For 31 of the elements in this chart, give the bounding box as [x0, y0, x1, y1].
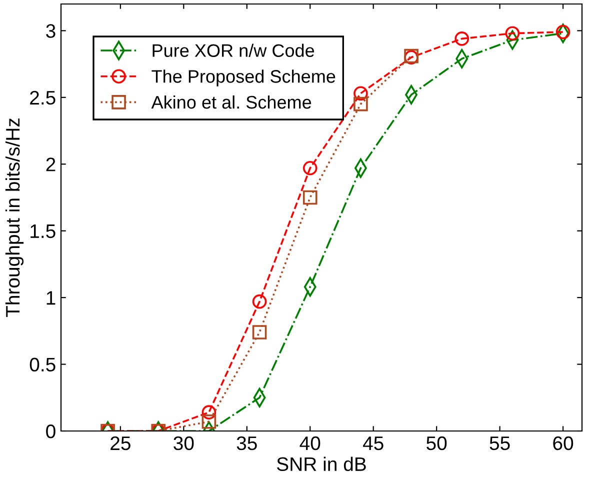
y-tick-label: 0 — [46, 424, 56, 438]
legend-label: Akino et al. Scheme — [151, 95, 312, 109]
point — [202, 414, 216, 429]
x-tick-label: 25 — [110, 436, 130, 450]
point — [354, 86, 368, 101]
point — [202, 405, 216, 420]
x-tick-label: 45 — [362, 436, 384, 450]
point — [454, 32, 470, 46]
x-tick-label: 35 — [236, 436, 257, 450]
legend-label: Pure XOR n/w Code — [152, 44, 314, 57]
y-tick-label: 3 — [46, 24, 56, 38]
y-tick-label: 2 — [46, 158, 56, 172]
x-tick-label: 60 — [553, 436, 574, 450]
x-tick-label: 50 — [426, 436, 447, 450]
point — [505, 26, 520, 41]
x-tick-label: 40 — [300, 436, 320, 450]
y-tick-label: 2.5 — [30, 90, 56, 105]
point — [302, 190, 318, 205]
legend-label: The Proposed Scheme — [152, 70, 336, 86]
point — [302, 160, 318, 176]
x-axis-title: SNR in dB — [276, 456, 366, 472]
point — [354, 96, 368, 112]
x-tick-label: 55 — [490, 436, 510, 450]
point — [252, 294, 267, 309]
y-axis-title: Throughput in bits/s/Hz — [5, 118, 24, 318]
y-tick-label: 1 — [46, 291, 56, 305]
x-tick-label: 30 — [174, 436, 194, 450]
y-tick-label: 0.5 — [30, 358, 56, 372]
y-tick-label: 1.5 — [30, 224, 56, 238]
point — [252, 325, 267, 340]
point — [556, 24, 570, 40]
